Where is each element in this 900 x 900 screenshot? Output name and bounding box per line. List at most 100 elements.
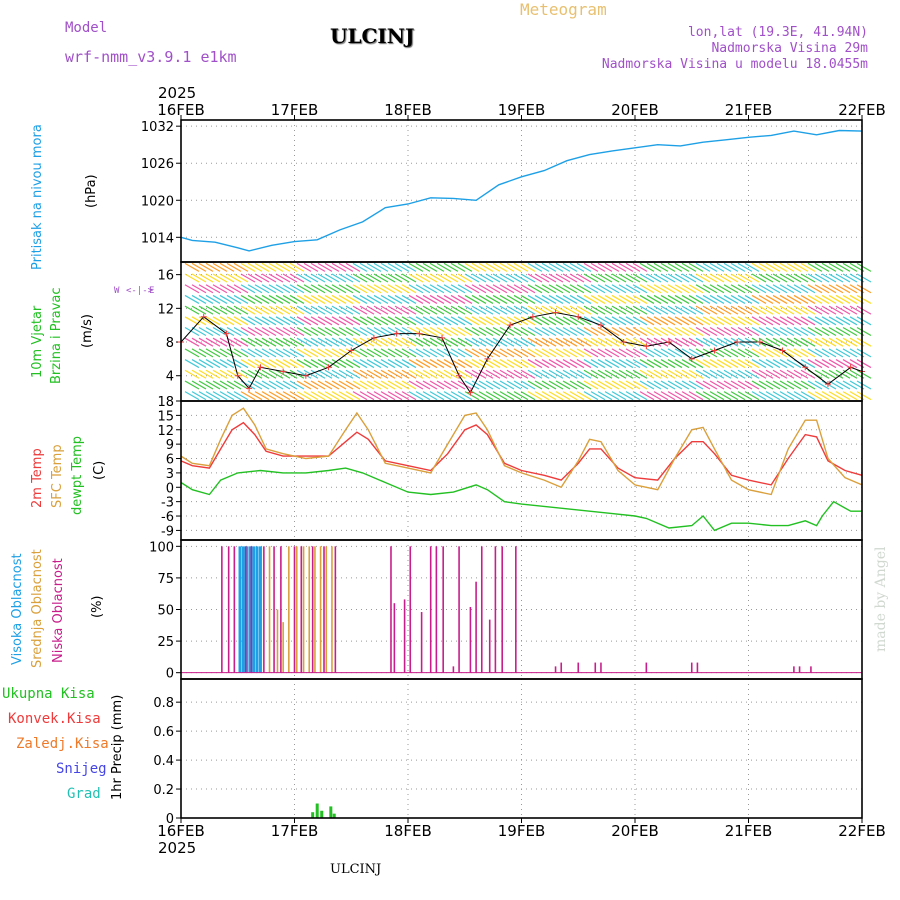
wind-arrow (611, 369, 627, 379)
wind-arrow (716, 273, 732, 283)
wind-arrow (583, 294, 599, 304)
wind-arrow (275, 262, 291, 272)
y-tick-label: 12 (157, 424, 174, 439)
wind-arrow (660, 359, 676, 369)
wind-arrow (723, 380, 739, 390)
wind-arrow (660, 380, 676, 390)
wind-arrow (814, 316, 830, 326)
wind-arrow (303, 348, 319, 358)
wind-arrow (289, 391, 305, 401)
wind-arrow (233, 380, 249, 390)
wind-arrow (345, 380, 361, 390)
wind-arrow (338, 262, 354, 272)
wind-marker (688, 355, 695, 362)
wind-arrow (639, 326, 655, 337)
wind-arrow (583, 284, 599, 294)
wind-arrow (436, 369, 452, 379)
wind-arrow (387, 294, 403, 304)
wind-arrow (716, 359, 732, 369)
wind-arrow (604, 305, 620, 315)
wind-arrow (758, 391, 774, 401)
wind-arrow (352, 294, 368, 304)
wind-arrow (597, 294, 613, 304)
wind-arrow (352, 391, 368, 401)
wind-arrow (429, 316, 445, 326)
wind-arrow (723, 359, 739, 369)
wind-arrows (184, 262, 872, 401)
wind-arrow (394, 369, 410, 379)
wind-arrow (569, 305, 585, 315)
wind-arrow (821, 391, 837, 401)
wind-arrow (660, 262, 676, 272)
model-elevation-label: Nadmorska Visina u modelu 18.0455m (601, 57, 868, 72)
wind-arrow (541, 359, 557, 369)
wind-arrow (212, 316, 228, 326)
y-tick-label: -3 (161, 496, 174, 511)
wind-arrow (401, 305, 417, 315)
wind-arrow (184, 305, 200, 315)
wind-arrow (310, 262, 326, 272)
wind-arrow (814, 262, 830, 272)
wind-arrow (261, 337, 277, 347)
wind-arrow (681, 273, 697, 283)
wind-arrow (590, 294, 606, 304)
wind-arrow (373, 369, 389, 379)
wind-arrow (793, 380, 809, 390)
wind-arrow (366, 316, 382, 326)
wind-arrow (576, 305, 592, 315)
wind-arrow (226, 316, 242, 326)
wind-arrow (730, 262, 746, 272)
wind-arrow (737, 294, 753, 304)
wind-arrow (856, 305, 872, 315)
y-tick-label: 16 (157, 269, 174, 284)
wind-arrow (660, 369, 676, 379)
wind-arrow (338, 337, 354, 347)
wind-arrow (247, 380, 263, 390)
wind-arrow (772, 348, 788, 358)
footer-station: ULCINJ (330, 862, 382, 877)
wind-arrow (632, 337, 648, 347)
wind-arrow (478, 262, 494, 272)
wind-arrow (548, 369, 564, 379)
wind-arrow (261, 305, 277, 315)
wind-arrow (779, 284, 795, 294)
wind-arrow (296, 359, 312, 369)
wind-arrow (548, 326, 564, 337)
wind-arrow (184, 294, 200, 304)
wind-arrow (562, 284, 578, 294)
wind-arrow (604, 348, 620, 358)
wind-arrow (842, 316, 858, 326)
wind-arrow (716, 305, 732, 315)
wind-arrow (317, 305, 333, 315)
wind-arrow (429, 337, 445, 347)
wind-arrow (660, 273, 676, 283)
wind-arrow (415, 348, 431, 358)
wind-arrow (499, 348, 515, 358)
wind-arrow (205, 380, 221, 390)
wind-arrow (303, 391, 319, 401)
wind-arrow (429, 273, 445, 283)
wind-arrow (345, 359, 361, 369)
hail-label: Grad (67, 786, 101, 802)
wind-arrow (415, 391, 431, 401)
wind-arrow (408, 348, 424, 358)
wind-arrow (835, 359, 851, 369)
wind-arrow (807, 262, 823, 272)
wind-arrow (443, 284, 459, 294)
wind-arrow (772, 262, 788, 272)
wind-arrow (807, 391, 823, 401)
wind-arrow (534, 262, 550, 272)
wind-arrow (709, 273, 725, 283)
wind-arrow (786, 337, 802, 347)
wind-arrow (261, 294, 277, 304)
wind-marker (280, 368, 287, 375)
wind-arrow (366, 273, 382, 283)
wind-arrow (317, 348, 333, 358)
wind-arrow (268, 337, 284, 347)
wind-arrow (184, 262, 200, 272)
y-tick-label: 1032 (141, 120, 174, 135)
wind-arrow (506, 284, 522, 294)
wind-arrow (415, 273, 431, 283)
wind-arrow (499, 262, 515, 272)
wind-arrow (254, 326, 270, 337)
